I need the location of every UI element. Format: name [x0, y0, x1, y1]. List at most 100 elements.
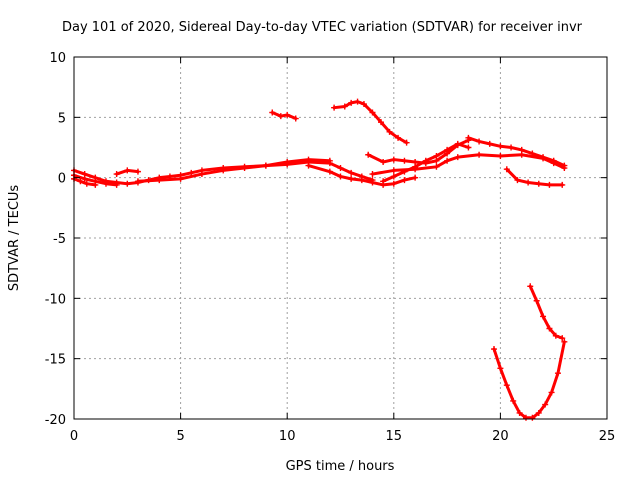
- series-line: [370, 153, 566, 176]
- data-point: [540, 313, 547, 320]
- data-point: [546, 325, 553, 332]
- data-point: [476, 151, 483, 158]
- data-point: [561, 162, 568, 169]
- data-point: [369, 171, 376, 178]
- data-point: [380, 158, 387, 165]
- series-arc-15: [527, 283, 566, 342]
- data-point: [546, 181, 553, 188]
- data-point: [552, 332, 559, 339]
- data-point: [514, 177, 521, 184]
- data-point: [503, 382, 510, 389]
- axes: 0 5 10 15 20 25 -20 -15 -10 -5 0 5 10: [45, 51, 616, 444]
- data-point: [444, 157, 451, 164]
- data-point: [365, 151, 372, 158]
- series-arc-9: [365, 137, 472, 167]
- series-arc-12: [465, 134, 568, 169]
- data-point: [550, 157, 557, 164]
- data-point: [360, 101, 367, 108]
- series-line: [307, 164, 417, 187]
- x-axis-label: GPS time / hours: [286, 459, 395, 474]
- data-point: [518, 146, 525, 153]
- data-point: [510, 397, 517, 404]
- series-line: [528, 284, 564, 340]
- data-point: [331, 104, 338, 111]
- data-point: [533, 297, 540, 304]
- y-tick-label: -20: [45, 413, 66, 428]
- grid-lines: [74, 57, 607, 419]
- data-point: [559, 335, 566, 342]
- data-point: [358, 177, 365, 184]
- data-point: [454, 154, 461, 161]
- data-point: [284, 111, 291, 118]
- data-point: [390, 180, 397, 187]
- series-line: [332, 100, 409, 145]
- data-point: [497, 143, 504, 150]
- data-point: [497, 152, 504, 159]
- data-point: [81, 175, 88, 182]
- y-tick-label: -15: [45, 353, 66, 368]
- data-point: [337, 165, 344, 172]
- data-point: [542, 401, 549, 408]
- y-tick-label: 0: [58, 172, 66, 187]
- y-axis-label: SDTVAR / TECUs: [7, 185, 22, 292]
- data-point: [337, 173, 344, 180]
- data-point: [529, 150, 536, 157]
- data-point: [540, 154, 547, 161]
- data-point: [262, 162, 269, 169]
- data-point: [277, 113, 284, 120]
- series-line: [72, 177, 97, 187]
- series-line: [270, 111, 298, 121]
- series-arc-6: [269, 109, 299, 122]
- series-arc-8: [305, 162, 419, 188]
- data-point: [124, 167, 131, 174]
- data-point: [548, 389, 555, 396]
- data-point: [348, 99, 355, 106]
- chart-title: Day 101 of 2020, Sidereal Day-to-day VTE…: [62, 20, 583, 35]
- data-point: [326, 157, 333, 164]
- data-point: [77, 178, 84, 185]
- data-point: [403, 139, 410, 146]
- series-arc-3: [71, 175, 99, 188]
- data-point: [326, 168, 333, 175]
- series-line: [505, 167, 564, 187]
- data-point: [559, 181, 566, 188]
- series-arc-13: [503, 166, 566, 188]
- data-point: [369, 109, 376, 116]
- data-point: [535, 409, 542, 416]
- data-point: [134, 168, 141, 175]
- data-point: [508, 144, 515, 151]
- data-point: [354, 98, 361, 105]
- data-point: [395, 134, 402, 141]
- data-point: [454, 140, 461, 147]
- data-point: [113, 171, 120, 178]
- data-point: [124, 180, 131, 187]
- data-point: [503, 166, 510, 173]
- data-point: [83, 180, 90, 187]
- data-point: [188, 169, 195, 176]
- data-point: [554, 370, 561, 377]
- data-point: [378, 119, 385, 126]
- data-point: [401, 157, 408, 164]
- series-arc-10: [380, 140, 472, 185]
- x-tick-label: 25: [599, 429, 616, 444]
- x-tick-label: 20: [492, 429, 509, 444]
- x-tick-label: 15: [386, 429, 403, 444]
- data-point: [134, 178, 141, 185]
- data-point: [529, 414, 536, 421]
- data-point: [386, 128, 393, 135]
- data-point: [198, 171, 205, 178]
- series-arc-4: [113, 167, 141, 178]
- data-series: [71, 98, 568, 421]
- data-point: [177, 175, 184, 182]
- data-point: [422, 157, 429, 164]
- data-point: [535, 180, 542, 187]
- data-point: [156, 177, 163, 184]
- data-point: [525, 179, 532, 186]
- data-point: [522, 414, 529, 421]
- series-arc-7: [331, 98, 410, 146]
- data-point: [305, 156, 312, 163]
- series-arc-5: [134, 156, 333, 185]
- series-line: [136, 158, 332, 183]
- data-point: [102, 180, 109, 187]
